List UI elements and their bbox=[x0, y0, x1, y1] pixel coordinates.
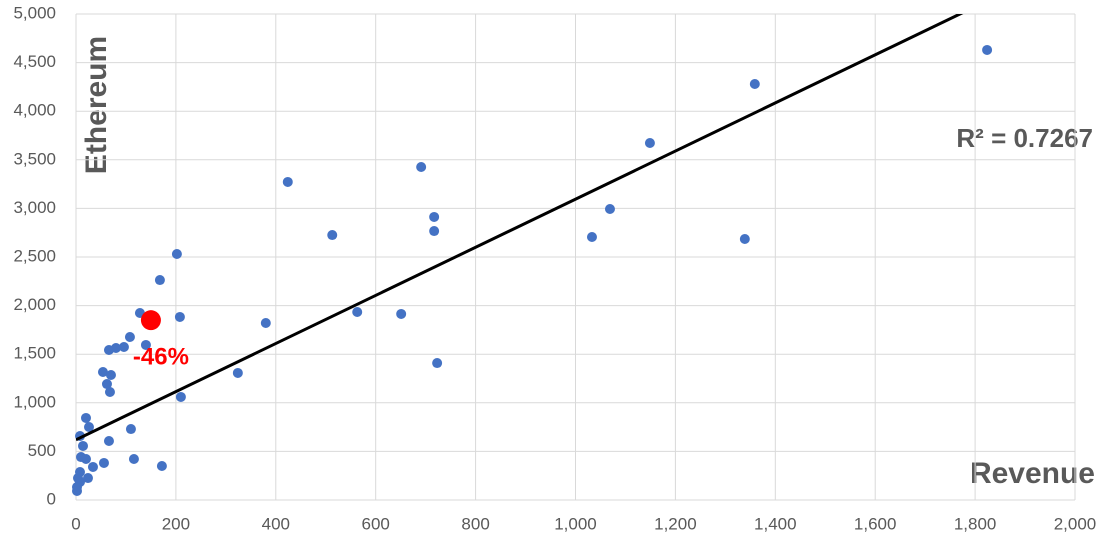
point bbox=[103, 435, 114, 446]
y-tick-label: 5,000 bbox=[13, 3, 56, 22]
point bbox=[140, 310, 161, 331]
point bbox=[124, 331, 135, 342]
point bbox=[104, 387, 115, 398]
point bbox=[982, 44, 993, 55]
point bbox=[77, 440, 88, 451]
point bbox=[282, 176, 293, 187]
point bbox=[432, 358, 443, 369]
point bbox=[80, 453, 91, 464]
point bbox=[82, 473, 93, 484]
x-tick-label: 0 bbox=[71, 514, 80, 533]
y-axis-title: Ethereum bbox=[80, 36, 113, 174]
trendline bbox=[76, 14, 964, 442]
x-axis-title: Revenue bbox=[970, 457, 1095, 490]
point bbox=[429, 211, 440, 222]
y-tick-label: 0 bbox=[47, 489, 56, 508]
point bbox=[429, 226, 440, 237]
x-tick-label: 1,800 bbox=[954, 514, 997, 533]
point bbox=[83, 422, 94, 433]
point bbox=[71, 485, 82, 496]
x-tick-label: 1,400 bbox=[754, 514, 797, 533]
point bbox=[396, 308, 407, 319]
point bbox=[125, 424, 136, 435]
x-tick-label: 800 bbox=[461, 514, 489, 533]
point bbox=[105, 370, 116, 381]
point bbox=[749, 78, 760, 89]
point bbox=[171, 248, 182, 259]
r-squared: R² = 0.7267 bbox=[956, 123, 1093, 153]
x-tick-label: 1,600 bbox=[854, 514, 897, 533]
x-tick-label: 2,000 bbox=[1054, 514, 1097, 533]
y-tick-label: 2,500 bbox=[13, 246, 56, 265]
x-tick-label: 400 bbox=[262, 514, 290, 533]
point bbox=[103, 345, 114, 356]
point bbox=[604, 203, 615, 214]
x-tick-label: 1,000 bbox=[554, 514, 597, 533]
y-tick-label: 4,000 bbox=[13, 101, 56, 120]
point bbox=[175, 391, 186, 402]
annotation: -46% bbox=[133, 344, 189, 371]
point bbox=[101, 379, 112, 390]
point bbox=[154, 275, 165, 286]
point bbox=[98, 457, 109, 468]
x-tick-label: 600 bbox=[362, 514, 390, 533]
y-tick-label: 4,500 bbox=[13, 52, 56, 71]
point bbox=[586, 231, 597, 242]
y-tick-label: 3,000 bbox=[13, 198, 56, 217]
point bbox=[80, 412, 91, 423]
y-tick-label: 1,000 bbox=[13, 392, 56, 411]
point bbox=[118, 342, 129, 353]
x-tick-label: 200 bbox=[162, 514, 190, 533]
point bbox=[232, 367, 243, 378]
point bbox=[140, 339, 151, 350]
point bbox=[416, 161, 427, 172]
point bbox=[97, 366, 108, 377]
point bbox=[739, 234, 750, 245]
point bbox=[260, 317, 271, 328]
point bbox=[128, 453, 139, 464]
y-tick-label: 500 bbox=[28, 441, 56, 460]
y-tick-label: 2,000 bbox=[13, 295, 56, 314]
point bbox=[327, 230, 338, 241]
point bbox=[156, 460, 167, 471]
point bbox=[644, 137, 655, 148]
y-tick-label: 1,500 bbox=[13, 344, 56, 363]
x-tick-label: 1,200 bbox=[654, 514, 697, 533]
point bbox=[352, 307, 363, 318]
point bbox=[87, 461, 98, 472]
y-tick-label: 3,500 bbox=[13, 149, 56, 168]
point bbox=[174, 311, 185, 322]
